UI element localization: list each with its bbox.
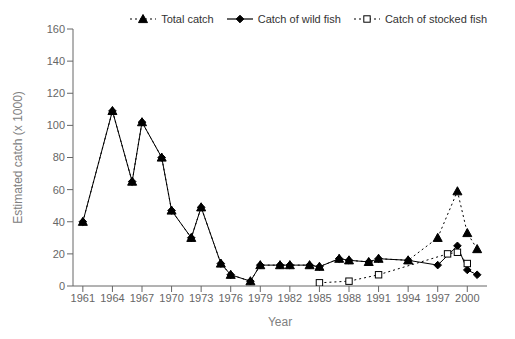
- html-text:Total catch: Total catch: [161, 13, 214, 25]
- svg-text:60: 60: [53, 184, 65, 196]
- svg-text:1970: 1970: [159, 292, 183, 304]
- svg-text:1988: 1988: [337, 292, 361, 304]
- svg-text:140: 140: [47, 55, 65, 67]
- svg-text:1982: 1982: [278, 292, 302, 304]
- svg-text:1964: 1964: [100, 292, 124, 304]
- svg-text:1967: 1967: [130, 292, 154, 304]
- svg-text:1979: 1979: [248, 292, 272, 304]
- svg-text:160: 160: [47, 23, 65, 35]
- svg-text:120: 120: [47, 87, 65, 99]
- svg-text:1997: 1997: [425, 292, 449, 304]
- svg-text:2000: 2000: [455, 292, 479, 304]
- svg-text:1985: 1985: [307, 292, 331, 304]
- svg-text:1994: 1994: [396, 292, 420, 304]
- svg-text:80: 80: [53, 151, 65, 163]
- svg-text:100: 100: [47, 119, 65, 131]
- svg-text:Estimated catch (x 1000): Estimated catch (x 1000): [11, 91, 25, 224]
- svg-text:1961: 1961: [71, 292, 95, 304]
- svg-text:20: 20: [53, 248, 65, 260]
- svg-text:1976: 1976: [218, 292, 242, 304]
- svg-text:Year: Year: [268, 315, 292, 329]
- svg-text:1991: 1991: [366, 292, 390, 304]
- svg-text:40: 40: [53, 216, 65, 228]
- html-text:Catch of stocked fish: Catch of stocked fish: [384, 13, 487, 25]
- html-text:Catch of wild fish: Catch of wild fish: [257, 13, 341, 25]
- svg-text:0: 0: [59, 280, 65, 292]
- svg-text:1973: 1973: [189, 292, 213, 304]
